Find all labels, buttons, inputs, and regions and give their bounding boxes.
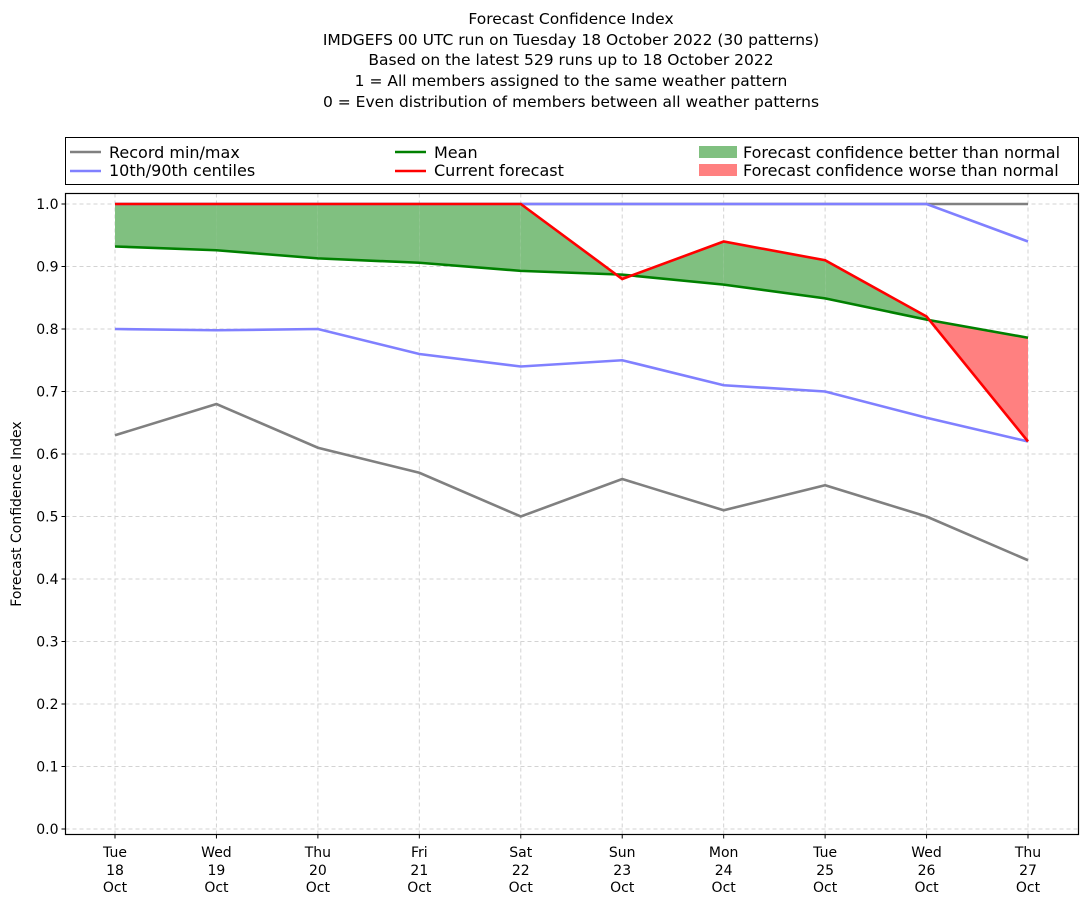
x-tick-label-month: Oct (610, 880, 635, 896)
fill-better-3 (419, 204, 521, 271)
legend-label-record: Record min/max (109, 143, 240, 162)
fill-better-5b (631, 241, 724, 285)
legend-label-current: Current forecast (434, 161, 564, 180)
x-tick-label-date: 23 (613, 863, 631, 879)
series-line-10th-centile (114, 327, 1029, 443)
x-tick-label-month: Oct (306, 880, 331, 896)
x-tick-label-date: 24 (715, 863, 733, 879)
legend: Record min/max 10th/90th centiles Mean C… (65, 137, 1079, 185)
y-tick-label: 1.0 (36, 197, 58, 213)
series-line-current-forecast (115, 202, 1030, 443)
x-tick-label-day: Mon (709, 845, 739, 861)
legend-label-better: Forecast confidence better than normal (743, 143, 1060, 162)
x-tick-label-day: Sun (609, 845, 636, 861)
x-tick-label-month: Oct (204, 880, 229, 896)
x-tick-label-date: 25 (816, 863, 834, 879)
y-tick-label: 0.6 (36, 447, 58, 463)
y-tick-label: 0.2 (36, 697, 58, 713)
x-tick-label-date: 26 (918, 863, 936, 879)
grid (65, 193, 1079, 835)
x-tick-label-day: Thu (304, 845, 331, 861)
x-tick-label-day: Sat (509, 845, 532, 861)
title-line-3: Based on the latest 529 runs up to 18 Oc… (368, 51, 773, 69)
legend-label-worse: Forecast confidence worse than normal (743, 161, 1059, 180)
title-line-4: 1 = All members assigned to the same wea… (355, 72, 788, 90)
x-tick-label-month: Oct (914, 880, 939, 896)
x-axis: Tue18OctWed19OctThu20OctFri21OctSat22Oct… (102, 834, 1041, 896)
legend-swatch-worse (699, 164, 737, 176)
title-line-1: Forecast Confidence Index (468, 10, 673, 28)
y-tick-label: 0.7 (36, 385, 58, 401)
series-line-record-min (114, 402, 1029, 562)
y-tick-label: 0.0 (36, 822, 58, 838)
x-tick-label-day: Wed (911, 845, 942, 861)
x-tick-label-month: Oct (712, 880, 737, 896)
y-tick-label: 0.4 (36, 572, 58, 588)
fill-better-2 (317, 204, 420, 263)
plot-frame (64, 192, 1080, 836)
x-tick-label-date: 20 (309, 863, 327, 879)
y-tick-label: 0.8 (36, 322, 58, 338)
y-tick-label: 0.1 (36, 760, 58, 776)
series-lines (114, 202, 1030, 562)
x-tick-label-month: Oct (103, 880, 128, 896)
title-line-5: 0 = Even distribution of members between… (323, 93, 819, 111)
x-tick-label-month: Oct (1016, 880, 1041, 896)
x-tick-label-month: Oct (407, 880, 432, 896)
x-tick-label-day: Tue (102, 845, 127, 861)
x-tick-label-day: Fri (411, 845, 428, 861)
x-tick-label-date: 22 (512, 863, 530, 879)
x-tick-label-month: Oct (813, 880, 838, 896)
x-tick-label-date: 18 (106, 863, 124, 879)
chart-title: Forecast Confidence Index IMDGEFS 00 UTC… (323, 10, 819, 111)
title-line-2: IMDGEFS 00 UTC run on Tuesday 18 October… (323, 31, 819, 49)
x-tick-label-day: Tue (812, 845, 837, 861)
y-axis: 0.0 0.1 0.2 0.3 0.4 0.5 0.6 0.7 0.8 0.9 1.0 (36, 197, 66, 838)
y-tick-label: 0.5 (36, 510, 58, 526)
x-tick-label-day: Thu (1014, 845, 1041, 861)
fill-better-0 (115, 204, 217, 251)
x-tick-label-day: Wed (201, 845, 232, 861)
x-tick-label-date: 27 (1019, 863, 1037, 879)
x-tick-label-month: Oct (509, 880, 534, 896)
legend-label-mean: Mean (434, 143, 478, 162)
confidence-fills (115, 204, 1028, 442)
fill-better-1 (216, 204, 318, 259)
legend-swatch-better (699, 146, 737, 158)
series-line-mean (114, 245, 1029, 340)
y-tick-label: 0.3 (36, 635, 58, 651)
y-tick-label: 0.9 (36, 260, 58, 276)
x-tick-label-date: 19 (208, 863, 226, 879)
y-axis-label: Forecast Confidence Index (9, 421, 25, 606)
x-tick-label-date: 21 (410, 863, 428, 879)
legend-frame (65, 137, 1079, 185)
legend-label-centiles: 10th/90th centiles (109, 161, 255, 180)
